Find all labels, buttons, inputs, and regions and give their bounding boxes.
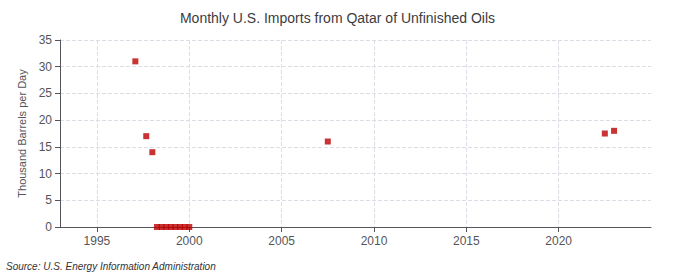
svg-text:2005: 2005 [268,234,295,248]
svg-text:35: 35 [39,33,53,47]
svg-text:1995: 1995 [84,234,111,248]
svg-text:5: 5 [45,193,52,207]
svg-text:25: 25 [39,86,53,100]
svg-text:10: 10 [39,167,53,181]
svg-text:2000: 2000 [176,234,203,248]
svg-text:15: 15 [39,140,53,154]
svg-text:Monthly U.S. Imports from Qata: Monthly U.S. Imports from Qatar of Unfin… [180,10,495,26]
svg-text:2010: 2010 [361,234,388,248]
svg-text:Thousand Barrels per Day: Thousand Barrels per Day [16,69,28,198]
svg-text:2020: 2020 [545,234,572,248]
svg-text:0: 0 [45,220,52,234]
svg-text:2015: 2015 [453,234,480,248]
svg-text:20: 20 [39,113,53,127]
svg-text:Source: U.S. Energy Informatio: Source: U.S. Energy Information Administ… [6,261,216,272]
svg-text:30: 30 [39,60,53,74]
